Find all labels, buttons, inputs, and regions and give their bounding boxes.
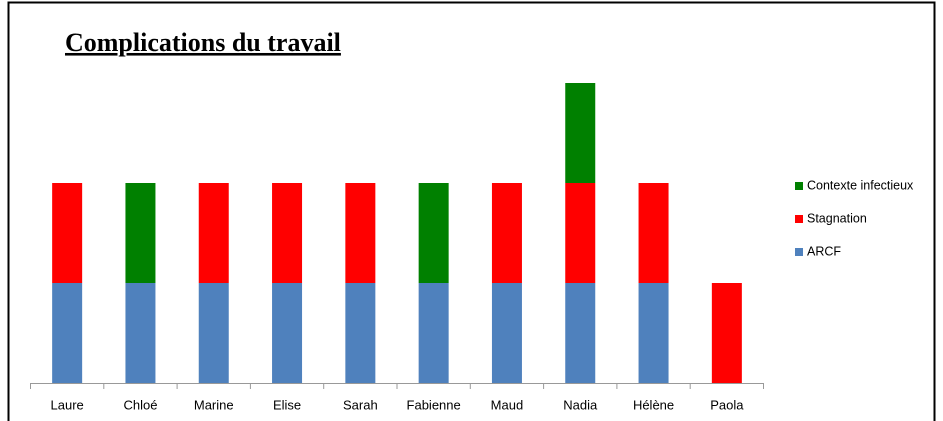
bar-segment [198,183,229,283]
bar-segment [125,183,156,283]
bar-segment [638,183,669,283]
legend-swatch [795,182,803,190]
bar-segment [198,283,229,383]
bar-segment [418,283,449,383]
bar-segment [638,283,669,383]
legend-swatch [795,248,803,256]
frame [7,1,936,421]
x-tick-label: Chloé [123,397,157,412]
x-tick-label: Nadia [563,397,598,412]
x-tick-label: Marine [194,397,234,412]
x-tick-label: Maud [491,397,524,412]
legend-label: Stagnation [807,211,867,225]
x-tick-label: Sarah [343,397,378,412]
bar-segment [272,283,303,383]
bar-segment [491,283,522,383]
bar-segment [565,283,596,383]
bar-segment [711,283,742,383]
legend-label: Contexte infectieux [807,178,914,192]
chart-title: Complications du travail [65,28,341,57]
bar-segment [345,283,376,383]
bar-segment [345,183,376,283]
x-tick-label: Hélène [633,397,674,412]
bar-segment [52,283,83,383]
bar-segment [125,283,156,383]
legend-swatch [795,215,803,223]
bar-segment [52,183,83,283]
x-tick-label: Fabienne [407,397,461,412]
x-tick-label: Elise [273,397,301,412]
bar-segment [565,83,596,183]
bar-segment [565,183,596,283]
bar-segment [418,183,449,283]
x-tick-label: Paola [710,397,744,412]
bar-segment [491,183,522,283]
legend-label: ARCF [807,244,841,258]
x-tick-label: Laure [51,397,84,412]
bar-segment [272,183,303,283]
